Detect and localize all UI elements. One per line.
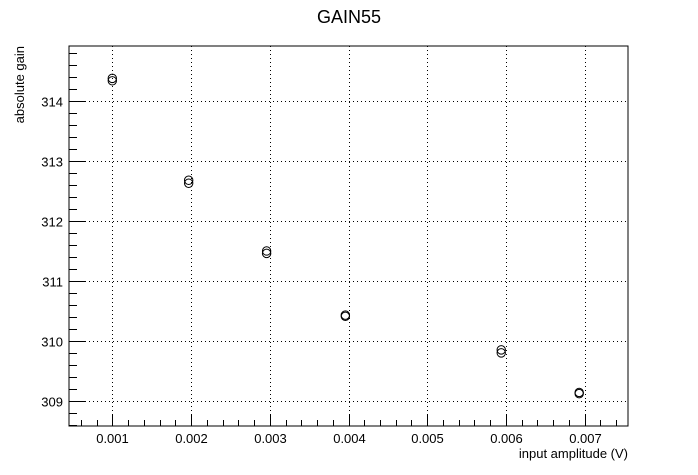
x-axis-title: input amplitude (V) bbox=[519, 446, 628, 461]
x-tick-label: 0.006 bbox=[490, 431, 523, 446]
x-tick-label: 0.002 bbox=[175, 431, 208, 446]
y-axis-title: absolute gain bbox=[12, 46, 27, 123]
grid-lines bbox=[69, 46, 628, 426]
data-point-marker bbox=[261, 246, 272, 256]
x-tick-label: 0.007 bbox=[569, 431, 602, 446]
chart-title: GAIN55 bbox=[317, 7, 381, 27]
plot-frame bbox=[68, 45, 629, 427]
y-tick-label: 312 bbox=[41, 215, 63, 230]
x-tick-labels: 0.001 0.002 0.003 0.004 0.005 0.006 0.007 bbox=[96, 431, 602, 446]
data-point-marker bbox=[107, 76, 118, 86]
data-point-marker bbox=[183, 178, 194, 188]
y-tick-labels: 309 310 311 312 313 314 bbox=[41, 95, 63, 410]
data-point-marker bbox=[107, 73, 118, 84]
x-tick-label: 0.005 bbox=[411, 431, 444, 446]
data-point-marker bbox=[261, 248, 272, 259]
data-markers bbox=[107, 73, 584, 399]
data-point-marker bbox=[183, 175, 194, 185]
x-tick-label: 0.001 bbox=[96, 431, 129, 446]
data-point-marker bbox=[496, 345, 506, 355]
data-point-marker bbox=[340, 311, 351, 322]
y-tick-label: 313 bbox=[41, 155, 63, 170]
y-tick-label: 309 bbox=[41, 395, 63, 410]
y-tick-label: 311 bbox=[42, 275, 63, 290]
x-tick-label: 0.003 bbox=[254, 431, 287, 446]
y-tick-label: 314 bbox=[41, 95, 63, 110]
x-tick-label: 0.004 bbox=[333, 431, 366, 446]
y-tick-label: 310 bbox=[41, 335, 63, 350]
data-point-marker bbox=[574, 388, 584, 399]
axis-ticks bbox=[69, 53, 617, 426]
data-point-marker bbox=[496, 348, 506, 358]
